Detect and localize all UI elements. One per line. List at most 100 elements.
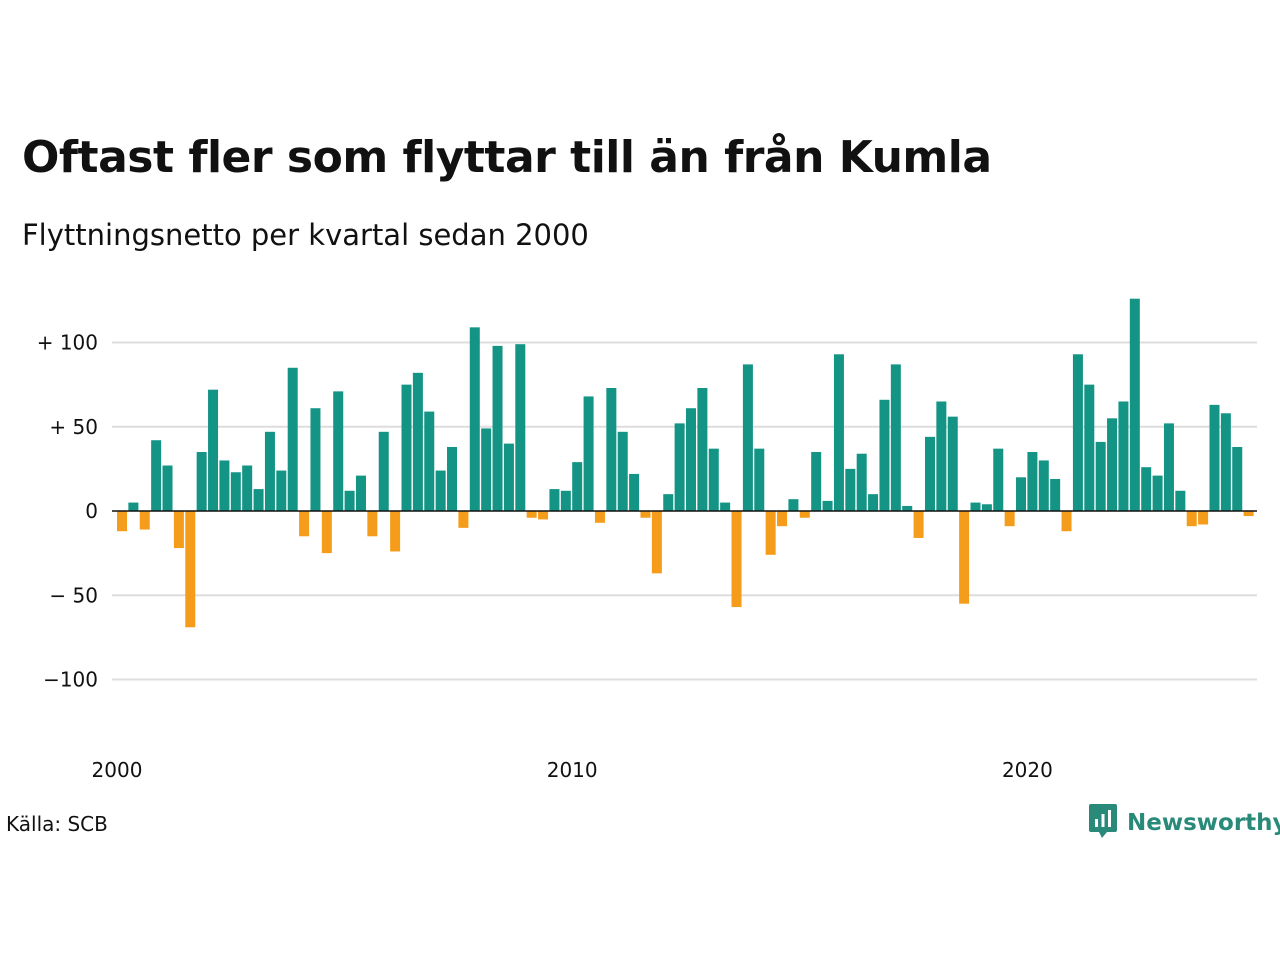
bar — [526, 511, 537, 518]
bar — [913, 511, 924, 538]
bar — [230, 472, 241, 512]
bar — [185, 511, 196, 628]
bar — [674, 423, 685, 511]
bar — [242, 465, 253, 511]
bar — [1061, 511, 1072, 532]
bar — [1243, 511, 1254, 517]
bar — [128, 502, 139, 511]
bar — [811, 452, 822, 511]
bar — [378, 431, 389, 512]
bar — [538, 511, 549, 520]
chart-bubble-icon — [1089, 804, 1117, 842]
brand-name: Newsworthy — [1127, 810, 1280, 836]
bar — [583, 396, 594, 511]
bar — [640, 511, 651, 518]
x-tick-label: 2010 — [547, 758, 598, 782]
bar — [742, 364, 753, 511]
bar — [151, 440, 162, 511]
bar — [344, 490, 355, 511]
bar — [947, 416, 958, 511]
bar — [1118, 401, 1129, 512]
bar — [355, 475, 366, 511]
bar — [663, 494, 674, 511]
bar — [1141, 467, 1152, 511]
bar — [1095, 441, 1106, 511]
bar — [162, 465, 173, 511]
bar — [1175, 490, 1186, 511]
x-tick-label: 2020 — [1002, 758, 1053, 782]
bar — [629, 473, 640, 511]
bar — [253, 489, 264, 512]
bar — [1027, 452, 1038, 511]
bar — [208, 389, 219, 511]
bar — [310, 408, 321, 511]
bar — [845, 468, 856, 512]
bar — [993, 448, 1004, 511]
bar — [686, 408, 696, 511]
bar — [549, 489, 560, 512]
bar — [731, 511, 742, 608]
bars — [117, 298, 1254, 628]
bar — [173, 511, 184, 549]
bar — [572, 462, 583, 511]
y-tick-label: + 50 — [49, 415, 98, 439]
bar — [117, 511, 127, 532]
bar — [1220, 413, 1231, 511]
bar — [1016, 477, 1027, 511]
bar — [754, 448, 765, 511]
chart-title: Oftast fler som flyttar till än från Kum… — [22, 132, 992, 183]
bar — [481, 428, 492, 511]
bar — [777, 511, 788, 527]
bar — [264, 431, 275, 512]
bar — [936, 401, 947, 512]
bar — [868, 494, 879, 511]
brand-logo[interactable]: Newsworthy — [1089, 804, 1280, 842]
bar — [890, 364, 901, 511]
bar — [287, 367, 298, 511]
bar — [708, 448, 719, 511]
bar — [1084, 384, 1095, 512]
bar — [594, 511, 605, 523]
bar — [435, 470, 446, 511]
bar — [959, 511, 970, 604]
bar — [139, 511, 150, 530]
bar — [879, 399, 890, 511]
x-tick-label: 2000 — [92, 758, 143, 782]
x-axis-ticks: 2000 2010 2020 — [92, 758, 1053, 782]
bar — [1209, 404, 1220, 512]
bar — [720, 502, 731, 511]
bar — [503, 443, 514, 511]
bar — [299, 511, 310, 537]
bar — [458, 511, 469, 528]
bar — [822, 500, 833, 511]
y-tick-label: −100 — [43, 668, 98, 692]
bar — [1004, 511, 1015, 527]
bar — [401, 384, 412, 512]
bar — [981, 504, 992, 511]
bar — [560, 490, 571, 511]
source-label: Källa: SCB — [6, 812, 108, 836]
y-tick-label: + 100 — [37, 331, 98, 355]
bar — [515, 344, 526, 511]
bar — [970, 502, 981, 511]
bar — [1232, 446, 1243, 511]
bar — [447, 446, 458, 511]
bar — [765, 511, 776, 555]
bar — [1107, 418, 1118, 511]
bar — [492, 345, 503, 511]
bar — [276, 470, 287, 511]
bar — [1129, 298, 1140, 511]
bar — [799, 511, 810, 518]
bar — [367, 511, 378, 537]
bar — [788, 499, 799, 511]
bar — [902, 505, 913, 511]
bar — [333, 391, 344, 512]
y-axis-ticks: + 100 + 50 0 − 50 −100 — [37, 331, 98, 692]
bar — [321, 511, 332, 554]
bar — [924, 436, 935, 511]
bar — [1163, 423, 1174, 511]
bar — [833, 354, 844, 511]
bar — [412, 372, 423, 511]
chart-subtitle: Flyttningsnetto per kvartal sedan 2000 — [22, 218, 589, 252]
